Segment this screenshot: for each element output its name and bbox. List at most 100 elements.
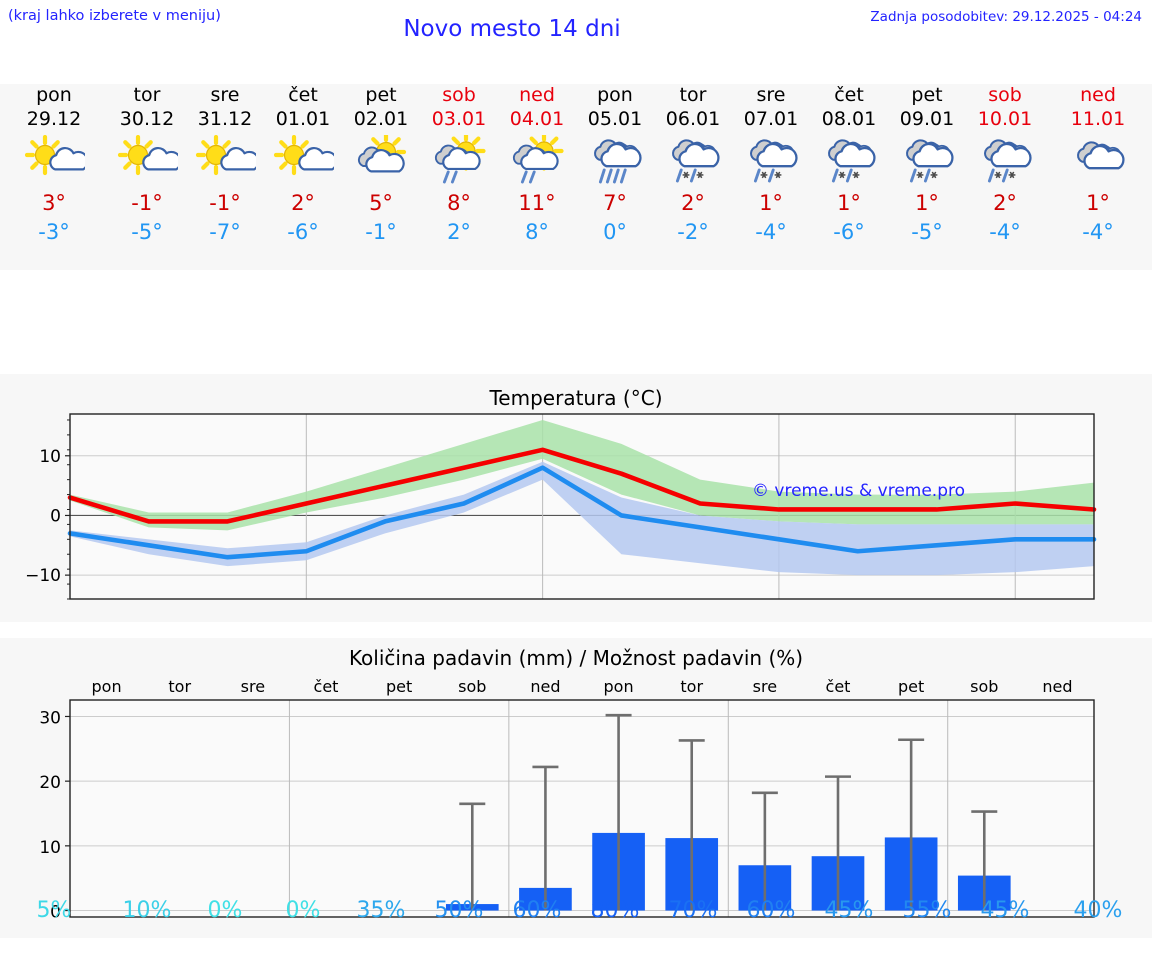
menu-hint-text: (kraj lahko izberete v meniju) <box>8 8 221 24</box>
day-max-temperature: 1° <box>837 191 861 215</box>
forecast-day-column[interactable]: tor 30.12 -1° -5° <box>108 84 186 246</box>
precip-day-label: sre <box>753 677 777 696</box>
day-date: 03.01 <box>431 108 487 130</box>
precip-day-label: tor <box>680 677 703 696</box>
temperature-chart-plot: 10 0 −10 © vreme.us & vreme.pro <box>25 413 1097 600</box>
cloud-sun-rain-icon <box>498 133 576 189</box>
precipitation-chart-title: Količina padavin (mm) / Možnost padavin … <box>348 646 804 670</box>
day-min-temperature: 0° <box>603 220 627 244</box>
day-min-temperature: -5° <box>911 220 943 244</box>
day-max-temperature: 11° <box>518 191 556 215</box>
forecast-day-column[interactable]: ned 11.01 1° -4° <box>1044 84 1152 246</box>
forecast-day-column[interactable]: tor 06.01 2° -2° <box>654 84 732 246</box>
cloud-sleet-icon <box>732 133 810 189</box>
day-date: 08.01 <box>821 108 877 130</box>
forecast-day-column[interactable]: pon 05.01 7° 0° <box>576 84 654 246</box>
precip-day-label: čet <box>314 677 339 696</box>
forecast-day-column[interactable]: čet 01.01 2° -6° <box>264 84 342 246</box>
precipitation-probability-row: 5% 10% 0% 0% 35% 50% 60% 80% 70% 60% 45% 55% 45% 40% <box>0 898 1152 923</box>
precipitation-probability-value: 60% <box>512 898 562 923</box>
cloud-sun-rain-icon <box>420 133 498 189</box>
forecast-day-strip: pon 29.12 3° -3° tor 30.12 -1° -5° sre 31.12 -1° -7… <box>0 84 1152 270</box>
day-min-temperature: -6° <box>287 220 319 244</box>
day-date: 07.01 <box>743 108 799 130</box>
day-name: sre <box>756 84 786 106</box>
day-max-temperature: 1° <box>1086 191 1110 215</box>
temperature-chart-title: Temperatura (°C) <box>489 386 663 410</box>
forecast-day-column[interactable]: pet 02.01 5° -1° <box>342 84 420 246</box>
forecast-day-column[interactable]: sob 10.01 2° -4° <box>966 84 1044 246</box>
day-name: sob <box>988 84 1022 106</box>
precip-day-label: ned <box>530 677 560 696</box>
cloud-sleet-icon <box>966 133 1044 189</box>
day-date: 02.01 <box>353 108 409 130</box>
svg-text:10: 10 <box>39 838 61 858</box>
precip-day-label: sre <box>241 677 265 696</box>
forecast-day-column[interactable]: sre 07.01 1° -4° <box>732 84 810 246</box>
svg-text:30: 30 <box>39 708 61 728</box>
precip-day-label: tor <box>168 677 191 696</box>
day-date: 09.01 <box>899 108 955 130</box>
forecast-day-column[interactable]: sre 31.12 -1° -7° <box>186 84 264 246</box>
precipitation-probability-value: 50% <box>434 898 484 923</box>
day-max-temperature: 2° <box>993 191 1017 215</box>
precip-day-label: pet <box>386 677 412 696</box>
day-min-temperature: -6° <box>833 220 865 244</box>
precipitation-chart-plot: pon tor sre čet pet sob ned pon tor sre čet pet sob n… <box>39 677 1095 923</box>
day-min-temperature: -1° <box>365 220 397 244</box>
cloud-rain-icon <box>576 133 654 189</box>
precip-day-label: sob <box>458 677 486 696</box>
day-name: čet <box>834 84 864 106</box>
precipitation-probability-value: 0% <box>285 898 321 923</box>
svg-text:0: 0 <box>50 506 61 526</box>
svg-text:20: 20 <box>39 773 61 793</box>
day-max-temperature: 7° <box>603 191 627 215</box>
forecast-day-column[interactable]: sob 03.01 8° 2° <box>420 84 498 246</box>
precip-day-label: pon <box>92 677 122 696</box>
cloud-sleet-icon <box>810 133 888 189</box>
precipitation-probability-value: 60% <box>746 898 796 923</box>
day-name: sre <box>210 84 240 106</box>
temperature-chart-panel: Temperatura (°C) 10 0 −10 © vreme.us & vrem… <box>0 374 1152 622</box>
precipitation-probability-value: 10% <box>122 898 172 923</box>
precip-day-label: sob <box>970 677 998 696</box>
cloud-sun-icon <box>342 133 420 189</box>
day-date: 30.12 <box>119 108 175 130</box>
day-date: 29.12 <box>26 108 82 130</box>
precipitation-chart-panel: Količina padavin (mm) / Možnost padavin … <box>0 638 1152 938</box>
svg-text:−10: −10 <box>25 566 61 586</box>
forecast-day-column[interactable]: ned 04.01 11° 8° <box>498 84 576 246</box>
day-name: tor <box>133 84 161 106</box>
sun-cloud-icon <box>108 133 186 189</box>
precipitation-probability-value: 80% <box>590 898 640 923</box>
precipitation-probability-value: 5% <box>36 898 72 923</box>
page-bottom-spacer <box>0 938 1152 975</box>
sun-cloud-icon <box>186 133 264 189</box>
day-name: sob <box>442 84 476 106</box>
day-date: 04.01 <box>509 108 565 130</box>
sun-cloud-icon <box>0 133 108 189</box>
day-name: čet <box>288 84 318 106</box>
precipitation-probability-value: 55% <box>902 898 952 923</box>
forecast-day-columns: pon 29.12 3° -3° tor 30.12 -1° -5° sre 31.12 -1° -7… <box>0 84 1152 246</box>
forecast-day-column[interactable]: pet 09.01 1° -5° <box>888 84 966 246</box>
day-name: pet <box>911 84 943 106</box>
day-min-temperature: -2° <box>677 220 709 244</box>
day-name: pon <box>36 84 72 106</box>
day-date: 05.01 <box>587 108 643 130</box>
cloud-sleet-icon <box>654 133 732 189</box>
page-header: (kraj lahko izberete v meniju) Novo mest… <box>0 0 1152 60</box>
day-max-temperature: 2° <box>681 191 705 215</box>
day-max-temperature: 8° <box>447 191 471 215</box>
day-date: 11.01 <box>1070 108 1126 130</box>
day-name: ned <box>1080 84 1116 106</box>
precipitation-probability-value: 45% <box>824 898 874 923</box>
forecast-day-column[interactable]: čet 08.01 1° -6° <box>810 84 888 246</box>
day-min-temperature: -4° <box>1082 220 1114 244</box>
day-max-temperature: 3° <box>42 191 66 215</box>
day-min-temperature: -4° <box>989 220 1021 244</box>
forecast-day-column[interactable]: pon 29.12 3° -3° <box>0 84 108 246</box>
day-min-temperature: 8° <box>525 220 549 244</box>
page-title: Novo mesto 14 dni <box>0 16 1152 42</box>
precipitation-probability-value: 0% <box>207 898 243 923</box>
